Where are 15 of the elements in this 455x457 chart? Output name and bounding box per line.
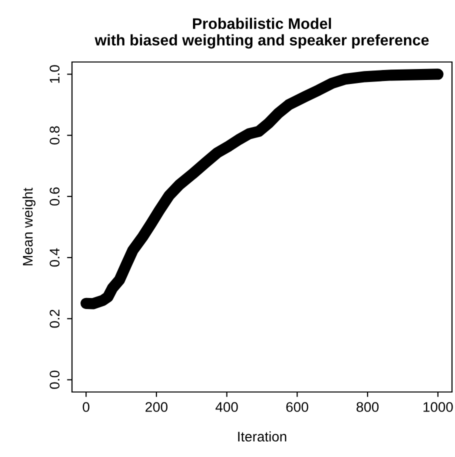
y-tick-label: 0.0 — [50, 370, 60, 389]
y-tick-label: 0.4 — [50, 248, 60, 267]
x-tick-label: 1000 — [424, 402, 453, 412]
y-tick-label: 0.2 — [50, 310, 60, 328]
x-tick-label: 0 — [82, 402, 90, 412]
y-tick-label: 0.8 — [50, 126, 60, 144]
chart-title: Probabilistic Model with biased weighting and speaker preference — [94, 18, 429, 49]
x-tick-label: 400 — [216, 402, 238, 412]
x-axis-title: Iteration — [238, 431, 286, 442]
x-tick-label: 600 — [286, 402, 308, 412]
y-tick-label: 1.0 — [50, 65, 60, 83]
y-axis-title: Mean weight — [22, 188, 36, 266]
x-tick-label: 200 — [146, 402, 168, 412]
x-tick-label: 800 — [356, 402, 379, 412]
y-tick-label: 0.6 — [50, 187, 60, 206]
